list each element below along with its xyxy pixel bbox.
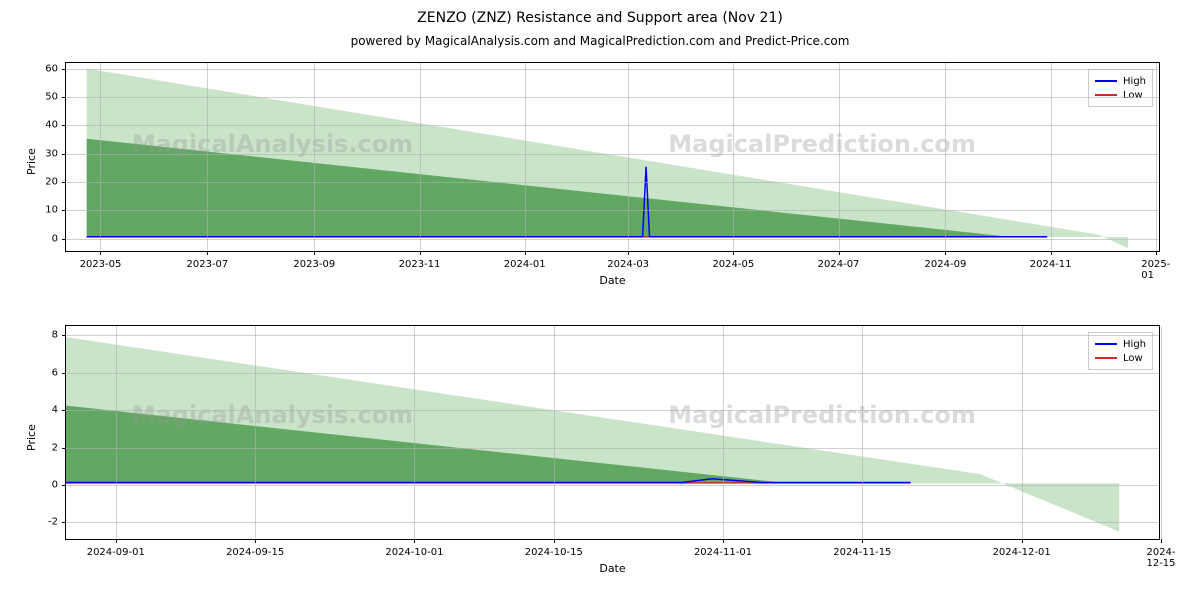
x-axis-label-bottom: Date	[65, 562, 1160, 575]
y-tick-label: 20	[28, 177, 58, 188]
legend-color-swatch	[1095, 357, 1117, 359]
x-tick-label: 2023-09	[293, 259, 335, 270]
x-tick-label: 2023-11	[399, 259, 441, 270]
y-tick-label: 10	[28, 205, 58, 216]
legend-color-swatch	[1095, 343, 1117, 345]
legend-color-swatch	[1095, 80, 1117, 82]
legend-color-swatch	[1095, 94, 1117, 96]
y-tick-label: 60	[28, 63, 58, 74]
y-axis-label-bottom: Price	[25, 424, 38, 451]
y-tick-label: 6	[28, 367, 58, 378]
legend-label: High	[1123, 76, 1146, 87]
x-axis-label-top: Date	[65, 274, 1160, 287]
legend-label: Low	[1123, 90, 1143, 101]
chart-panel-bottom: MagicalAnalysis.com MagicalPrediction.co…	[65, 325, 1160, 540]
chart-panel-top: MagicalAnalysis.com MagicalPrediction.co…	[65, 62, 1160, 252]
legend-label: High	[1123, 339, 1146, 350]
legend-item: High	[1095, 337, 1146, 351]
chart-svg-top	[66, 63, 1159, 251]
x-tick-label: 2024-09-15	[226, 547, 284, 558]
x-tick-label: 2024-07	[818, 259, 860, 270]
x-tick-label: 2024-12-01	[993, 547, 1051, 558]
legend-top: High Low	[1088, 69, 1153, 107]
legend-item: Low	[1095, 88, 1146, 102]
legend-bottom: High Low	[1088, 332, 1153, 370]
y-axis-label-top: Price	[25, 148, 38, 175]
x-tick-label: 2024-11-15	[833, 547, 891, 558]
x-tick-label: 2024-09	[925, 259, 967, 270]
figure-subtitle: powered by MagicalAnalysis.com and Magic…	[0, 34, 1200, 48]
chart-svg-bottom	[66, 326, 1159, 539]
y-tick-label: 0	[28, 479, 58, 490]
y-tick-label: 8	[28, 330, 58, 341]
x-tick-label: 2024-11-01	[694, 547, 752, 558]
legend-item: Low	[1095, 351, 1146, 365]
x-tick-label: 2023-07	[186, 259, 228, 270]
x-tick-label: 2024-10-15	[525, 547, 583, 558]
y-tick-label: 40	[28, 120, 58, 131]
x-tick-label: 2024-11	[1030, 259, 1072, 270]
x-tick-label: 2024-09-01	[87, 547, 145, 558]
legend-label: Low	[1123, 353, 1143, 364]
x-tick-label: 2024-10-01	[385, 547, 443, 558]
x-tick-label: 2024-03	[607, 259, 649, 270]
y-tick-label: 0	[28, 233, 58, 244]
legend-item: High	[1095, 74, 1146, 88]
x-tick-label: 2023-05	[80, 259, 122, 270]
y-tick-label: 50	[28, 92, 58, 103]
figure-title: ZENZO (ZNZ) Resistance and Support area …	[0, 10, 1200, 26]
y-tick-label: -2	[28, 517, 58, 528]
x-tick-label: 2024-01	[504, 259, 546, 270]
x-tick-label: 2024-05	[712, 259, 754, 270]
figure: ZENZO (ZNZ) Resistance and Support area …	[0, 0, 1200, 600]
y-tick-label: 4	[28, 405, 58, 416]
